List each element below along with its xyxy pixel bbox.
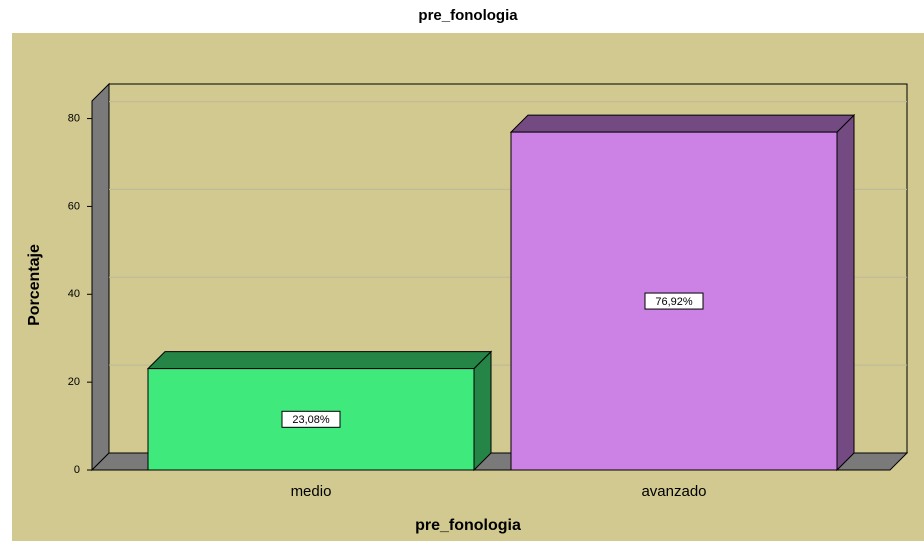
y-tick-label: 60 <box>68 200 80 212</box>
y-tick-label: 0 <box>74 464 80 476</box>
bar <box>146 350 493 472</box>
value-label-box <box>644 292 704 310</box>
bar-top <box>146 351 493 370</box>
value-label-box <box>281 410 341 428</box>
y-tick-label: 40 <box>68 288 80 300</box>
bar-side <box>836 113 855 472</box>
y-axis-label: Porcentaje <box>26 244 43 326</box>
y-tick-label: 80 <box>68 112 80 124</box>
chart-title: pre_fonologia <box>418 7 518 24</box>
left-wall <box>91 82 110 472</box>
y-tick-label: 20 <box>68 376 80 388</box>
x-tick-label: medio <box>291 483 332 500</box>
value-label: 23,08% <box>292 414 330 426</box>
x-tick-label: avanzado <box>641 483 706 500</box>
bar-side <box>473 350 492 472</box>
x-axis-label: pre_fonologia <box>415 517 521 534</box>
bar-top <box>509 114 856 133</box>
value-label: 76,92% <box>655 296 693 308</box>
